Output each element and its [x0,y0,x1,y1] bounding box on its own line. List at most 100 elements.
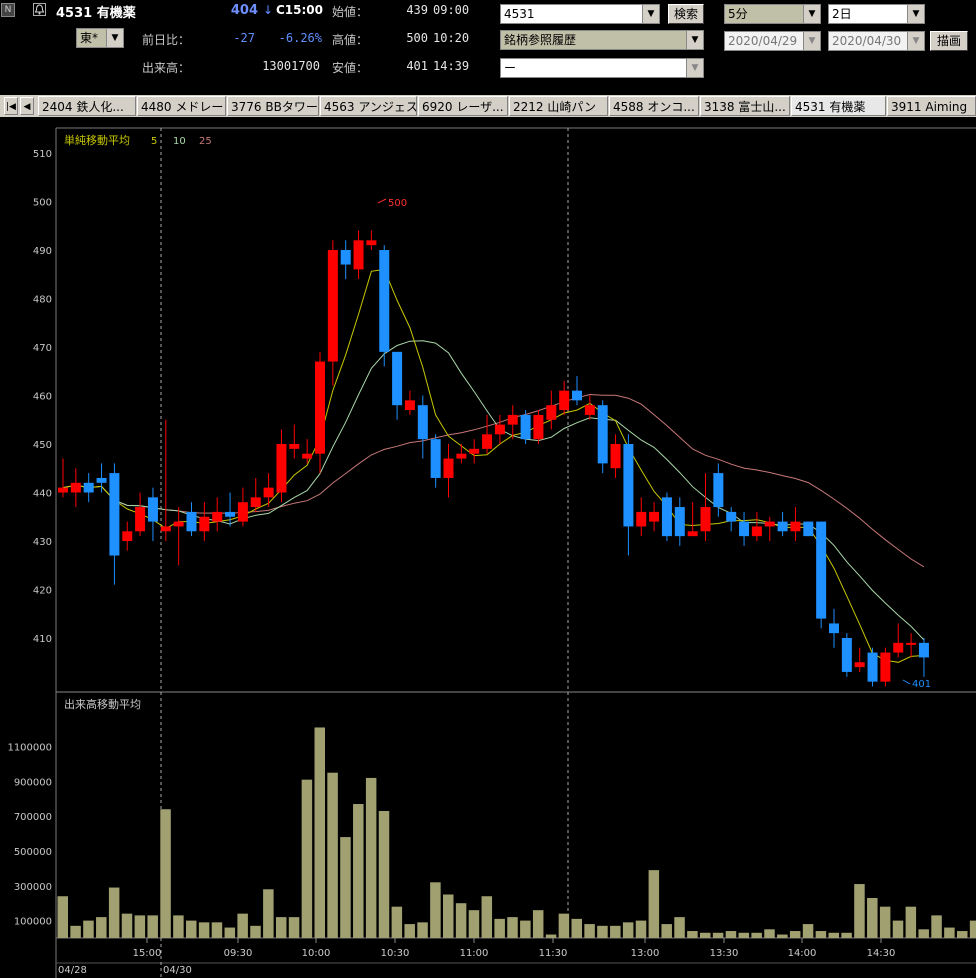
tab-3776[interactable]: 3776 BBタワー [227,96,319,116]
tab-4531[interactable]: 4531 有機薬 [791,96,886,116]
chevron-down-icon[interactable]: ▼ [907,5,924,23]
chevron-down-icon[interactable]: ▼ [907,32,924,50]
market-value: 東* [80,31,99,45]
chevron-down-icon[interactable]: ▼ [803,5,820,23]
candle [726,507,737,532]
chevron-down-icon[interactable]: ▼ [686,31,703,49]
chart-area[interactable]: 単純移動平均 5 10 25 出来高移動平均 510 500 490 480 470 46… [0,123,976,978]
volume-bar [481,896,493,938]
candle [687,502,698,537]
volume-bar [275,917,287,938]
symbol-search-input[interactable]: 4531 ▼ [500,4,660,24]
high-annotation-text: 500 [388,198,407,209]
candle [867,647,878,687]
low-value: 401 [406,59,428,73]
volume-bar [545,934,557,938]
candle [456,444,467,464]
draw-button[interactable]: 描画 [930,31,968,51]
chevron-down-icon[interactable]: ▼ [686,59,703,77]
candlestick-series [58,230,929,687]
volume-bar [931,915,942,938]
candle [315,351,325,474]
date-from-picker[interactable]: 2020/04/29 ▼ [724,31,821,51]
volume-bar [237,913,248,938]
time-tick-label: 10:30 [381,948,410,959]
chevron-down-icon[interactable]: ▼ [803,32,820,50]
tab-4480[interactable]: 4480 メドレー [137,96,226,116]
candle [739,511,750,546]
high-value: 500 [406,31,428,45]
candle [494,414,505,444]
volume-bar [918,929,929,938]
first-tab-icon[interactable]: |◀ [4,97,18,115]
candle [559,380,570,415]
candle [777,511,788,537]
volume-bar [147,915,158,938]
search-button[interactable]: 検索 [668,4,704,24]
price-tick-label: 510 [33,149,52,160]
volume-bar [507,917,518,938]
volume-bar [648,870,660,938]
prev-tab-icon[interactable]: ◀ [20,97,34,115]
volume-bar [725,931,737,938]
interval-select[interactable]: 5分 ▼ [724,4,821,24]
volume-tick-label: 1100000 [7,743,52,754]
tab-2212[interactable]: 2212 山崎パン [509,96,608,116]
third-select[interactable]: ー ▼ [500,58,704,78]
candle [70,468,81,508]
tab-6920[interactable]: 6920 レーザ... [418,96,508,116]
volume-bar [610,925,621,938]
volume-bar [944,927,955,938]
high-time: 10:20 [433,31,470,45]
volume-bar [353,804,364,938]
volume-bar [83,920,94,938]
history-value: 銘柄参照履歴 [504,33,577,47]
tab-2404[interactable]: 2404 鉄人化... [38,96,136,116]
prev-diff-pct: -6.26% [278,31,322,45]
candle [597,400,608,474]
candle [816,521,827,629]
candle [764,516,775,541]
low-annotation: 401 [902,679,931,690]
alarm-bell-icon[interactable] [33,3,46,16]
date-to-picker[interactable]: 2020/04/30 ▼ [828,31,925,51]
tab-3911[interactable]: 3911 Aiming [887,96,976,116]
candle [250,477,261,512]
tab-4588[interactable]: 4588 オンコ... [609,96,699,116]
volume-bar [404,924,415,938]
price-legend-label: 単純移動平均 [64,133,130,147]
candle [918,638,929,677]
moving-average-lines [62,268,925,663]
candle [572,376,582,406]
third-value: ー [504,61,517,75]
candle [829,608,839,648]
header-panel: N 4531 有機薬 404 ↓ C15:00 東* ▼ 前日比： -27 -6… [0,0,976,92]
candle [841,633,852,677]
volume-bar [854,884,865,938]
candle [404,390,415,415]
ma10-legend: 10 [173,136,186,147]
open-label: 始値： [332,5,369,19]
market-select[interactable]: 東* ▼ [76,28,124,48]
volume-bar [378,810,390,938]
date-label-left: 04/28 [58,965,87,976]
period-select[interactable]: 2日 ▼ [828,4,925,24]
ma25-line [62,393,925,568]
open-value: 439 [406,3,428,17]
close-time: C15:00 [276,3,324,17]
volume-bar [687,931,698,938]
volume-bar [558,913,570,938]
chevron-down-icon[interactable]: ▼ [106,29,123,47]
tab-4563[interactable]: 4563 アンジェス [320,96,417,116]
volume-bar [455,903,467,938]
volume-bar [468,910,480,938]
price-tick-label: 450 [33,440,52,451]
current-price: 404 [230,3,258,18]
volume-bar [443,894,454,938]
search-value: 4531 [504,7,535,21]
volume-bar [584,924,595,938]
history-select[interactable]: 銘柄参照履歴 ▼ [500,30,704,50]
tab-3138[interactable]: 3138 富士山... [700,96,790,116]
candle [482,414,493,454]
chevron-down-icon[interactable]: ▼ [642,5,659,23]
